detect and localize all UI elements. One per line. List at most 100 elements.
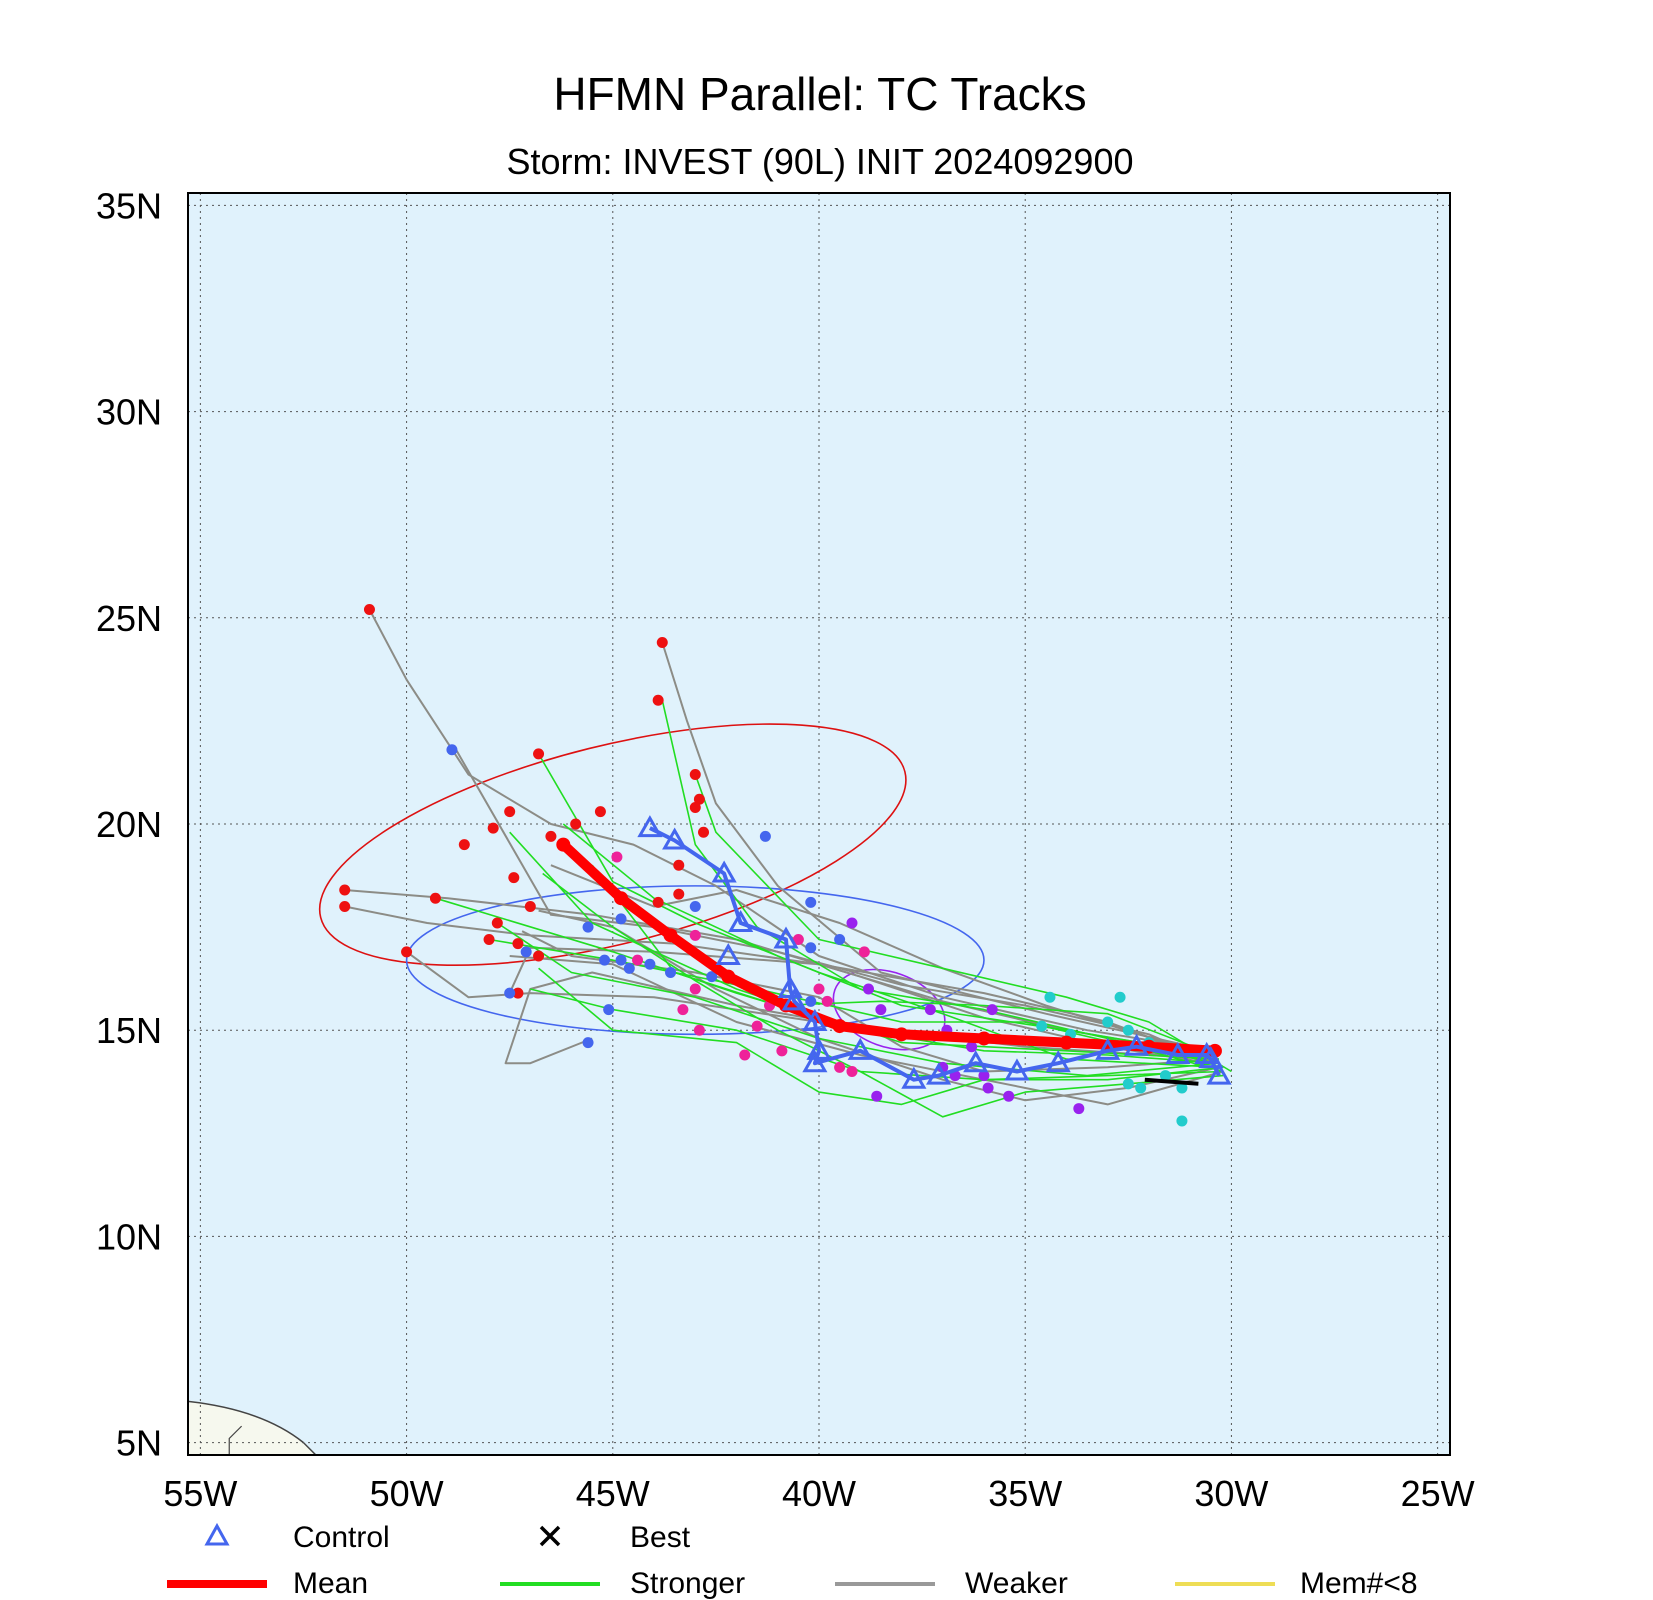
legend-item: Mem#<8 <box>1175 1567 1418 1600</box>
member-point <box>652 694 664 706</box>
x-tick-labels: 55W 50W 45W 40W 35W 30W 25W <box>163 1473 1474 1514</box>
member-point <box>615 954 627 966</box>
x-tick-label: 55W <box>163 1473 237 1514</box>
member-point <box>858 946 870 958</box>
member-point <box>693 1024 705 1036</box>
mean-track-point <box>1059 1035 1074 1050</box>
member-point <box>1176 1082 1188 1094</box>
member-point <box>805 995 817 1007</box>
member-point <box>776 1045 788 1057</box>
member-point <box>689 983 701 995</box>
best-track <box>1144 1077 1199 1086</box>
member-point <box>508 872 520 884</box>
member-point <box>739 1049 751 1061</box>
member-point <box>689 900 701 912</box>
best-track-line <box>1144 1077 1199 1086</box>
mean-track-point <box>894 1027 909 1042</box>
control-triangle <box>715 942 741 965</box>
control-triangle <box>1194 1041 1220 1064</box>
legend-item: Best <box>539 1521 691 1554</box>
member-point <box>805 896 817 908</box>
control-triangle <box>728 909 754 932</box>
member-point <box>689 929 701 941</box>
member-point <box>623 962 635 974</box>
mean-track-point <box>663 928 678 943</box>
member-point <box>520 946 532 958</box>
legend-best-icon <box>539 1525 561 1547</box>
member-point <box>875 1004 887 1016</box>
stronger-track-line <box>530 988 1224 1118</box>
legend: Control Best Mean Stronger Weaker Mem#<8 <box>167 1521 1418 1600</box>
chart-title: HFMN Parallel: TC Tracks <box>553 68 1086 120</box>
control-triangle <box>1095 1037 1121 1060</box>
member-point <box>689 802 701 814</box>
member-point <box>1003 1090 1015 1102</box>
member-point <box>673 888 685 900</box>
member-point <box>1135 1082 1147 1094</box>
x-tick-label: 40W <box>782 1473 856 1514</box>
x-tick-label: 45W <box>576 1473 650 1514</box>
control-triangle <box>802 1050 828 1073</box>
control-triangle <box>1206 1062 1232 1085</box>
y-tick-label: 10N <box>96 1216 162 1257</box>
legend-label: Stronger <box>630 1567 745 1600</box>
border-line <box>228 1425 243 1455</box>
member-point <box>846 1065 858 1077</box>
control-triangle <box>1045 1050 1071 1073</box>
control-triangle <box>1004 1058 1030 1081</box>
weaker-track-line <box>661 642 1212 1052</box>
legend-item: Weaker <box>835 1567 1068 1600</box>
weaker-track-line <box>550 864 1207 1056</box>
member-point <box>1036 1020 1048 1032</box>
member-point <box>504 806 516 818</box>
control-triangle <box>926 1062 952 1085</box>
member-point <box>487 822 499 834</box>
member-point <box>792 933 804 945</box>
member-point <box>1102 1016 1114 1028</box>
member-point <box>821 995 833 1007</box>
weaker-track-line <box>521 930 1215 1073</box>
land-area <box>188 1400 317 1455</box>
stronger-track-line <box>694 774 1232 1073</box>
member-point <box>966 1041 978 1053</box>
control-triangle <box>847 1037 873 1060</box>
member-point <box>339 884 351 896</box>
member-point <box>813 983 825 995</box>
member-point <box>1044 991 1056 1003</box>
y-tick-label: 30N <box>96 392 162 433</box>
member-point <box>1122 1024 1134 1036</box>
mean-track-point <box>976 1031 991 1046</box>
member-point <box>611 851 623 863</box>
weaker-track-line <box>406 950 1211 1061</box>
land-layer <box>188 1400 317 1455</box>
member-point <box>429 892 441 904</box>
x-tick-label: 35W <box>988 1473 1062 1514</box>
member-point <box>533 748 545 760</box>
member-points <box>339 604 1188 1127</box>
member-point <box>706 971 718 983</box>
y-tick-label: 15N <box>96 1010 162 1051</box>
member-point <box>491 917 503 929</box>
y-tick-labels: 5N 10N 15N 20N 25N 30N 35N <box>96 185 162 1463</box>
y-tick-label: 35N <box>96 185 162 226</box>
legend-item: Stronger <box>500 1567 745 1600</box>
member-point <box>339 900 351 912</box>
member-point <box>533 950 545 962</box>
member-point <box>504 987 516 999</box>
control-track-line <box>649 826 1221 1082</box>
control-track <box>637 815 1232 1089</box>
member-point <box>524 900 536 912</box>
member-point <box>986 1004 998 1016</box>
member-point <box>665 966 677 978</box>
member-point <box>446 744 458 756</box>
control-triangle <box>777 975 803 998</box>
member-point <box>978 1070 990 1082</box>
member-point <box>656 637 668 649</box>
control-triangle <box>662 827 688 850</box>
mean-track-point <box>721 969 736 984</box>
y-tick-label: 25N <box>96 598 162 639</box>
member-point <box>862 983 874 995</box>
legend-label: Mem#<8 <box>1300 1567 1418 1600</box>
member-point <box>512 987 524 999</box>
